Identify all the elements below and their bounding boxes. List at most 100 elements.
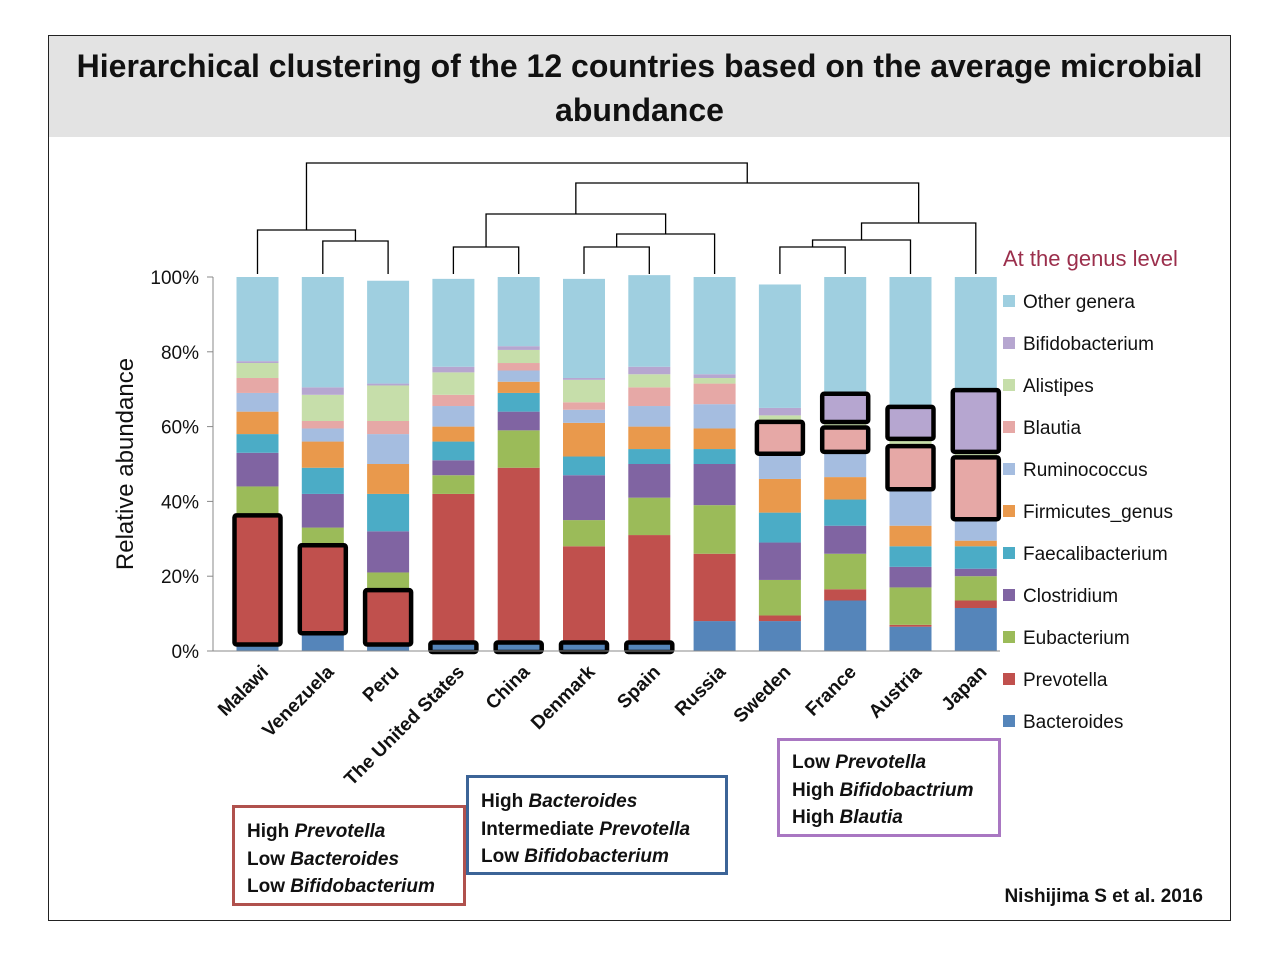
bar-france-ruminococcus (824, 450, 867, 478)
bar-austria-prevotella (889, 624, 932, 627)
bar-denmark-prevotella (563, 546, 605, 644)
legend-label-bifidobacterium: Bifidobacterium (1023, 334, 1154, 355)
bar-russia-ruminococcus (693, 404, 736, 429)
legend-label-alistipes: Alistipes (1023, 376, 1094, 397)
dendrogram-branch (256, 229, 357, 274)
highlight-austria-bifidobacterium (885, 404, 936, 442)
bar-russia-other-genera (693, 277, 736, 375)
bar-denmark-clostridium (563, 475, 605, 521)
bar-spain-clostridium (628, 464, 671, 498)
bar-austria-blautia (889, 447, 932, 489)
bar-france-faecalibacterium (824, 499, 867, 526)
bar-venezuela-blautia (301, 420, 344, 429)
bar-malawi-faecalibacterium (236, 434, 279, 453)
bar-malawi-prevotella (236, 516, 279, 644)
bar-denmark-alistipes (563, 379, 605, 403)
note-line: Low Bacteroides (247, 846, 451, 874)
bar-china-bacteroides (497, 643, 540, 651)
bar-japan-alistipes (954, 450, 997, 459)
bar-china-alistipes (497, 349, 540, 364)
x-tick-label-russia: Russia (671, 661, 730, 720)
bar-china-faecalibacterium (497, 392, 540, 412)
note-box-blue: High Bacteroides Intermediate Prevotella L… (466, 775, 728, 875)
bar-malawi-bifidobacterium (236, 361, 279, 364)
bar-austria-firmicutes-genus (889, 525, 932, 547)
bar-the-united-states-alistipes (432, 372, 475, 395)
dendrogram-branch (575, 182, 920, 223)
bar-venezuela-other-genera (301, 277, 344, 388)
bar-the-united-states-eubacterium (432, 475, 475, 494)
y-tick-label: 80% (161, 343, 199, 364)
highlight-peru-prevotella (362, 587, 414, 647)
legend-label-blautia: Blautia (1023, 418, 1082, 439)
note-text: High (481, 791, 529, 812)
bar-russia-alistipes (693, 377, 736, 384)
bar-russia-blautia (693, 383, 736, 405)
bar-russia-bacteroides (693, 621, 736, 651)
bar-malawi-other-genera (236, 277, 279, 362)
bar-peru-firmicutes-genus (367, 464, 410, 494)
title-bar: Hierarchical clustering of the 12 countr… (49, 36, 1230, 137)
legend-swatch-firmicutes-genus (1003, 505, 1015, 517)
bar-denmark-eubacterium (563, 520, 605, 547)
bar-japan-firmicutes-genus (954, 540, 997, 547)
bar-japan-ruminococcus (954, 518, 997, 541)
note-line: Low Bifidobacterium (481, 843, 713, 871)
dendrogram-branch (860, 222, 977, 274)
y-tick-label: 100% (150, 268, 199, 289)
bar-the-united-states-clostridium (432, 460, 475, 476)
bar-denmark-bacteroides (563, 643, 605, 651)
bar-japan-blautia (954, 458, 997, 519)
bar-china-other-genera (497, 277, 540, 347)
dendrogram-branch (779, 246, 846, 274)
dendrogram-branch (811, 239, 912, 274)
bar-denmark-firmicutes-genus (563, 422, 605, 457)
x-tick-label-france: France (802, 662, 861, 721)
stacked-bars (236, 275, 997, 651)
y-tick-label: 40% (161, 492, 199, 513)
bar-france-eubacterium (824, 553, 867, 590)
note-genus: Bifidobactrium (839, 779, 974, 801)
bar-austria-faecalibacterium (889, 546, 932, 567)
citation: Nishijima S et al. 2016 (1004, 886, 1203, 907)
highlight-spain-bacteroides (624, 640, 675, 655)
highlight-boxes (232, 387, 1002, 655)
note-text: High (792, 807, 840, 828)
highlight-france-blautia (819, 425, 871, 455)
dendrogram-branch (305, 162, 748, 230)
bar-russia-clostridium (693, 464, 736, 506)
bar-austria-other-genera (889, 277, 932, 408)
bar-france-clostridium (824, 525, 867, 554)
bar-denmark-bifidobacterium (563, 377, 605, 380)
bar-malawi-firmicutes-genus (236, 411, 279, 435)
note-genus: Prevotella (835, 752, 927, 773)
bar-the-united-states-other-genera (432, 278, 475, 367)
dendrogram (256, 162, 977, 274)
bar-china-bifidobacterium (497, 346, 540, 350)
legend-swatch-faecalibacterium (1003, 547, 1015, 559)
legend-label-ruminococcus: Ruminococcus (1023, 460, 1148, 481)
bar-spain-prevotella (628, 535, 671, 644)
bar-venezuela-bacteroides (301, 632, 344, 651)
bar-china-ruminococcus (497, 370, 540, 382)
bar-austria-bifidobacterium (889, 407, 932, 438)
note-line: Low Bifidobacterium (247, 873, 451, 901)
note-text: Low (247, 876, 291, 897)
dendrogram-branch (616, 233, 716, 274)
x-tick-label-the-united-states: The United States (341, 662, 469, 790)
note-genus: Bifidobacterium (290, 876, 435, 897)
bar-russia-firmicutes-genus (693, 428, 736, 450)
bar-spain-eubacterium (628, 497, 671, 536)
bar-the-united-states-ruminococcus (432, 406, 475, 427)
bar-russia-prevotella (693, 553, 736, 622)
bar-china-prevotella (497, 467, 540, 644)
bar-japan-prevotella (954, 600, 997, 608)
highlight-japan-blautia (950, 455, 1002, 522)
note-genus: Blautia (839, 807, 903, 828)
bar-austria-alistipes (889, 437, 932, 448)
legend-swatch-blautia (1003, 421, 1015, 433)
highlight-japan-bifidobacterium (950, 387, 1002, 455)
bar-japan-bifidobacterium (954, 391, 997, 451)
highlight-france-bifidobacterium (819, 391, 871, 425)
note-genus: Prevotella (294, 821, 386, 842)
